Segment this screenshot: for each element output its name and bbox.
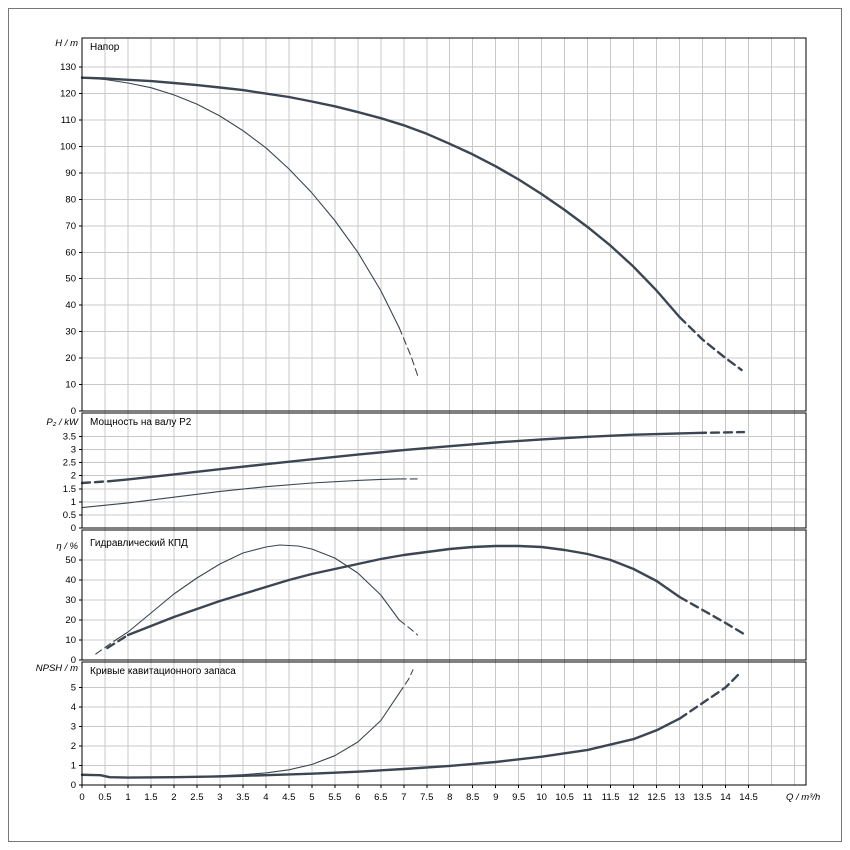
y-tick-label: 130 (60, 62, 76, 73)
x-tick-label: 10.5 (555, 792, 574, 803)
y-tick-label: 10 (65, 380, 76, 391)
x-tick-label: 4 (263, 792, 268, 803)
head-reduced-extrapolated-curve (398, 327, 419, 376)
x-tick-label: 2 (171, 792, 176, 803)
x-tick-label: 14.5 (739, 792, 758, 803)
y-tick-label: 0 (71, 406, 76, 417)
x-tick-label: 9 (493, 792, 498, 803)
x-tick-label: 13.5 (693, 792, 712, 803)
panel-title-npsh: Кривые кавитационного запаса (90, 666, 236, 677)
y-tick-label: 60 (65, 247, 76, 258)
npsh-reduced-curve (81, 692, 400, 779)
panel-frame (81, 529, 807, 661)
x-tick-label: 7 (401, 792, 406, 803)
y-tick-label: 3 (71, 721, 76, 732)
x-tick-label: 7.5 (420, 792, 433, 803)
x-axis-label: Q / m³/h (786, 792, 821, 803)
x-tick-label: 10 (536, 792, 547, 803)
y-axis-label-power: P₂ / kW (46, 417, 78, 428)
x-tick-label: 11 (583, 792, 593, 803)
y-tick-label: 1 (71, 760, 76, 771)
x-tick-label: 3 (217, 792, 222, 803)
power-reduced-curve (81, 478, 400, 509)
y-tick-label: 2 (71, 741, 76, 752)
y-tick-label: 120 (60, 89, 76, 100)
head-reduced-curve (81, 77, 400, 329)
x-tick-label: 1 (125, 792, 130, 803)
x-tick-label: 5.5 (328, 792, 341, 803)
y-axis-label-efficiency: η / % (56, 541, 78, 552)
y-tick-label: 1.5 (63, 484, 76, 495)
y-tick-label: 0 (71, 780, 76, 791)
y-tick-label: 3.5 (63, 432, 76, 443)
power-max-impeller-curve (108, 431, 700, 483)
npsh-max-impeller-extrapolated-curve (678, 672, 741, 720)
y-axis-label-head: H / m (55, 38, 78, 49)
efficiency-reduced-extrapolated-curve (398, 619, 419, 636)
y-tick-label: 2 (71, 471, 76, 482)
y-tick-label: 1 (71, 497, 76, 508)
panel-frame (81, 412, 807, 529)
y-tick-label: 50 (65, 555, 76, 566)
y-tick-label: 5 (71, 682, 76, 693)
y-tick-label: 4 (71, 702, 76, 713)
x-tick-label: 4.5 (282, 792, 295, 803)
panel-title-power: Мощность на валу P2 (90, 417, 192, 428)
x-tick-label: 6.5 (374, 792, 387, 803)
y-tick-label: 90 (65, 168, 76, 179)
x-tick-label: 3.5 (236, 792, 249, 803)
x-tick-label: 13 (674, 792, 685, 803)
y-tick-label: 20 (65, 615, 76, 626)
y-tick-label: 110 (61, 115, 76, 126)
y-tick-label: 70 (65, 221, 76, 232)
x-tick-label: 12.5 (647, 792, 666, 803)
efficiency-reduced-curve (113, 544, 400, 642)
y-tick-label: 40 (65, 300, 76, 311)
y-tick-label: 30 (65, 327, 76, 338)
y-axis-label-npsh: NPSH / m (35, 663, 78, 674)
x-tick-label: 2.5 (190, 792, 203, 803)
npsh-reduced-extrapolated-curve (398, 669, 414, 694)
x-tick-label: 8.5 (466, 792, 479, 803)
panel-frame (81, 37, 807, 412)
y-tick-label: 3 (71, 445, 76, 456)
y-tick-label: 40 (65, 575, 76, 586)
head-max-impeller-curve (80, 76, 681, 319)
panel-frame (81, 661, 807, 786)
y-tick-label: 0.5 (63, 510, 76, 521)
x-tick-label: 5 (309, 792, 314, 803)
panel-title-efficiency: Гидравлический КПД (90, 538, 188, 549)
x-tick-label: 0.5 (98, 792, 111, 803)
x-tick-label: 9.5 (512, 792, 525, 803)
y-tick-label: 30 (65, 595, 76, 606)
x-tick-label: 1.5 (144, 792, 157, 803)
x-tick-label: 14 (720, 792, 731, 803)
panel-title-head: Напор (90, 42, 120, 53)
x-tick-label: 8 (447, 792, 452, 803)
y-tick-label: 20 (65, 353, 76, 364)
power-max-impeller-extrapolated-curve (80, 480, 111, 485)
efficiency-max-impeller-curve (126, 544, 681, 637)
y-tick-label: 0 (71, 523, 76, 534)
efficiency-max-impeller-extrapolated-curve (106, 633, 130, 650)
y-tick-label: 80 (65, 194, 76, 205)
x-tick-label: 11.5 (602, 792, 620, 803)
y-tick-label: 50 (65, 274, 76, 285)
y-tick-label: 2.5 (63, 458, 76, 469)
y-tick-label: 100 (60, 141, 76, 152)
efficiency-max-impeller-extrapolated-curve (678, 595, 746, 636)
x-tick-label: 12 (628, 792, 639, 803)
x-tick-label: 6 (355, 792, 360, 803)
x-tick-label: 0 (79, 792, 84, 803)
head-max-impeller-extrapolated-curve (678, 315, 743, 372)
y-tick-label: 10 (65, 635, 76, 646)
efficiency-reduced-extrapolated-curve (95, 640, 115, 655)
y-tick-label: 0 (71, 655, 76, 666)
power-max-impeller-extrapolated-curve (696, 430, 746, 435)
